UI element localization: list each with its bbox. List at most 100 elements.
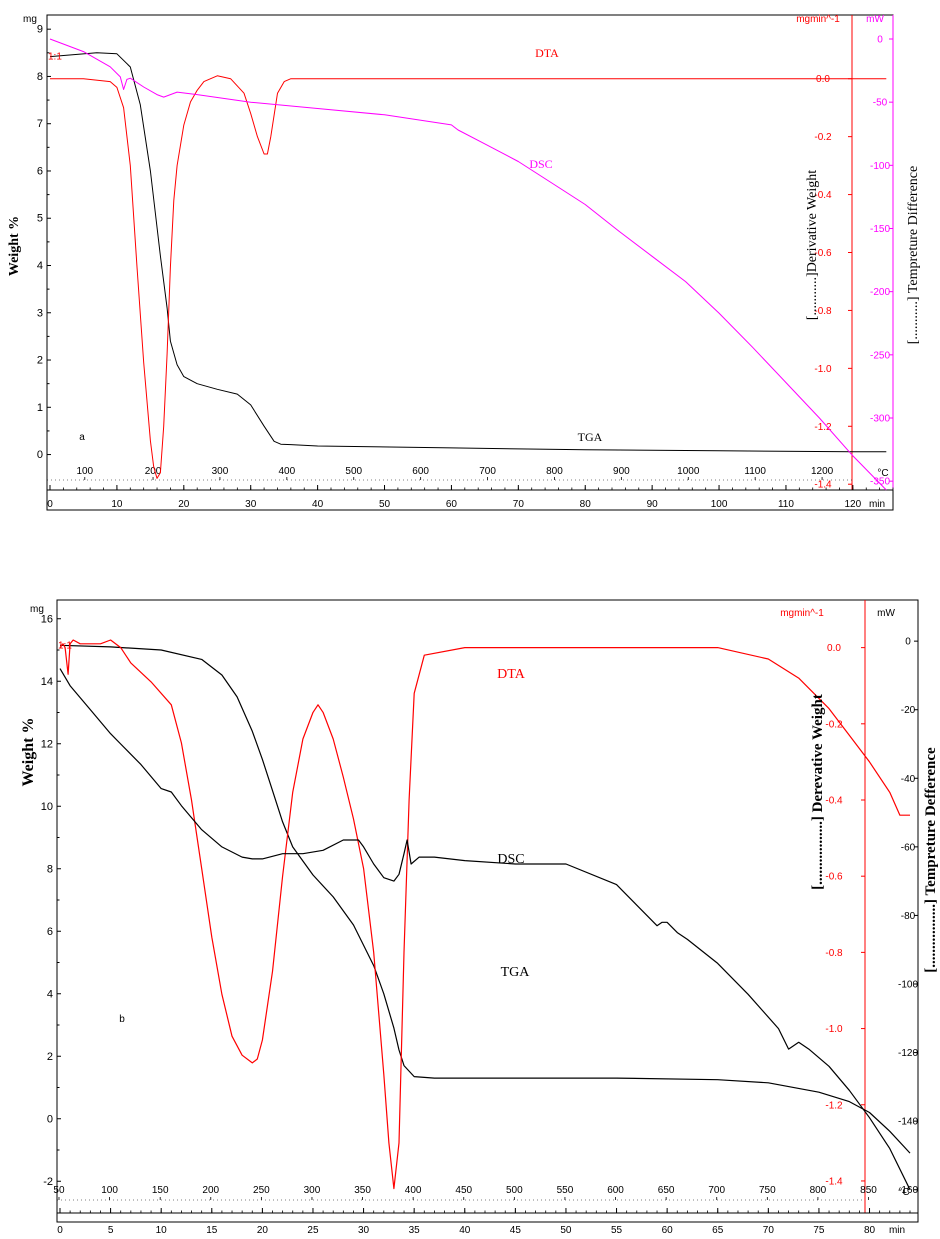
panel-b-x-tick-label: 75	[813, 1225, 825, 1236]
panel-b-y2-tick-label: -1.4	[825, 1176, 843, 1187]
panel-b-y3-tick-label: -160	[898, 1185, 918, 1196]
panel-a-y2-tick-label: -1.2	[814, 422, 832, 433]
panel-a-t-tick-label: 100	[76, 466, 93, 477]
panel-a-series-dta-line	[50, 75, 887, 479]
panel-a-x-tick-label: 0	[47, 499, 53, 510]
panel-a-y3-tick-label: -150	[870, 224, 890, 235]
panel-b-series-label-dsc: DSC	[497, 852, 524, 867]
panel-b-series-label-tga: TGA	[501, 965, 531, 980]
panel-b-t-tick-label: 300	[304, 1185, 321, 1196]
panel-a-x-tick-label: 40	[312, 499, 324, 510]
panel-b-y-tick-label: 0	[47, 1113, 53, 1125]
panel-b-x-tick-label: 40	[459, 1225, 471, 1236]
panel-a-y-tick-label: 3	[37, 307, 43, 319]
panel-b-x-unit: min	[889, 1225, 905, 1236]
panel-b-y3-tick-label: -80	[901, 911, 916, 922]
panel-b-x-tick-label: 15	[206, 1225, 218, 1236]
panel-b-t-tick-label: 200	[202, 1185, 219, 1196]
panel-a-t-tick-label: 900	[613, 466, 630, 477]
panel-b-y2-tick-label: -0.6	[825, 872, 843, 883]
panel-b-y3-tick-label: -120	[898, 1048, 918, 1059]
panel-a-y-unit: mg	[23, 14, 37, 25]
panel-a-series-label-dta: DTA	[535, 46, 559, 60]
panel-b-x-tick-label: 0	[57, 1225, 63, 1236]
panel-a-y2-tick-label: -0.8	[814, 306, 832, 317]
panel-b-y-tick-label: 4	[47, 988, 53, 1000]
panel-a-t-tick-label: 600	[412, 466, 429, 477]
panel-b-t-tick-label: 550	[557, 1185, 574, 1196]
panel-b-y3-tick-label: 0	[905, 637, 911, 648]
panel-b-y3-tick-label: -40	[901, 774, 916, 785]
panel-a-y-tick-label: 2	[37, 355, 43, 367]
panel-b-start-marker: 1:1	[58, 640, 72, 651]
panel-a-x-tick-label: 90	[647, 499, 659, 510]
panel-b-y3-tick-label: -140	[898, 1117, 918, 1128]
panel-a-t-tick-label: 200	[145, 466, 162, 477]
panel-b-y2-tick-label: -0.2	[825, 719, 843, 730]
panel-a-y3-tick-label: -100	[870, 161, 890, 172]
panel-b-y2-axis-label: [.................] Derevative Weight	[810, 694, 826, 890]
panel-b-y3-tick-label: -20	[901, 705, 916, 716]
panel-b-y3-axis-label: [.................] Tempreture Defferenc…	[923, 747, 939, 973]
panel-b-x-tick-label: 10	[156, 1225, 168, 1236]
panel-b-t-tick-label: 650	[658, 1185, 675, 1196]
panel-b-y2-unit: mgmin^-1	[780, 608, 824, 619]
panel-b-y3-tick-label: -60	[901, 842, 916, 853]
panel-a-y2-tick-label: 0.0	[816, 74, 830, 85]
panel-a-y3-tick-label: -200	[870, 287, 890, 298]
panel-b-y-tick-label: 8	[47, 863, 53, 875]
panel-a-y-tick-label: 0	[37, 449, 43, 461]
panel-b-x-tick-label: 45	[510, 1225, 522, 1236]
panel-a-y-tick-label: 9	[37, 24, 43, 36]
panel-b-y3-tick-label: -100	[898, 980, 918, 991]
panel-a-y3-tick-label: -300	[870, 413, 890, 424]
panel-a-y-tick-label: 5	[37, 213, 43, 225]
panel-a-y2-axis-label: [...........]Derivative Weight	[805, 170, 820, 320]
panel-a-y-tick-label: 7	[37, 118, 43, 130]
panel-b-t-tick-label: 400	[405, 1185, 422, 1196]
panel-a-x-tick-label: 60	[446, 499, 458, 510]
panel-a-y3-tick-label: -350	[870, 477, 890, 488]
panel-b-y2-tick-label: 0.0	[827, 643, 841, 654]
panel-b-t-tick-label: 700	[708, 1185, 725, 1196]
panel-a-t-tick-label: 400	[278, 466, 295, 477]
panel-b-y3-unit: mW	[877, 608, 895, 619]
panel-b-y-tick-label: 6	[47, 926, 53, 938]
panel-b-y-tick-label: 16	[41, 613, 53, 625]
panel-a-y-tick-label: 8	[37, 71, 43, 83]
panel-b-t-tick-label: 500	[506, 1185, 523, 1196]
panel-b-x-tick-label: 80	[864, 1225, 876, 1236]
panel-a-x-tick-label: 50	[379, 499, 391, 510]
panel-a-y3-tick-label: -250	[870, 350, 890, 361]
panel-a-y-tick-label: 1	[37, 402, 43, 414]
panel-a-y-tick-label: 6	[37, 165, 43, 177]
panel-b-series-dsc-line	[59, 668, 911, 1190]
panel-b-y-axis-label: Weight %	[20, 718, 37, 787]
panel-b-x-tick-label: 25	[307, 1225, 319, 1236]
panel-b-series-tga-line	[59, 644, 911, 1154]
panel-a-frame	[46, 14, 894, 511]
panel-a-y3-unit: mW	[866, 14, 884, 25]
panel-a-x-tick-label: 100	[711, 499, 728, 510]
panel-b-x-tick-label: 30	[358, 1225, 370, 1236]
panel-a-x-tick-label: 120	[845, 499, 862, 510]
panel-b-x-tick-label: 65	[712, 1225, 724, 1236]
panel-b-x-tick-label: 70	[763, 1225, 775, 1236]
panel-b-t-tick-label: 750	[759, 1185, 776, 1196]
panel-a-t-tick-label: 700	[479, 466, 496, 477]
panel-b-y-tick-label: 10	[41, 801, 53, 813]
panel-a-series-label-dsc: DSC	[529, 157, 552, 171]
panel-b-t-tick-label: 450	[455, 1185, 472, 1196]
panel-a-y2-tick-label: -0.6	[814, 248, 832, 259]
panel-a-y2-tick-label: -0.2	[814, 132, 832, 143]
panel-b-x-tick-label: 50	[560, 1225, 572, 1236]
panel-b-t-tick-label: 600	[607, 1185, 624, 1196]
panel-b-y-unit: mg	[30, 604, 44, 615]
panel-a-series-dsc-line	[49, 38, 887, 491]
panel-b-panel-letter: b	[119, 1014, 125, 1025]
panel-a-series-label-tga: TGA	[578, 430, 603, 444]
panel-b-x-tick-label: 5	[108, 1225, 114, 1236]
panel-b-series-dta-line	[59, 639, 910, 1190]
panel-b-t-tick-label: 250	[253, 1185, 270, 1196]
